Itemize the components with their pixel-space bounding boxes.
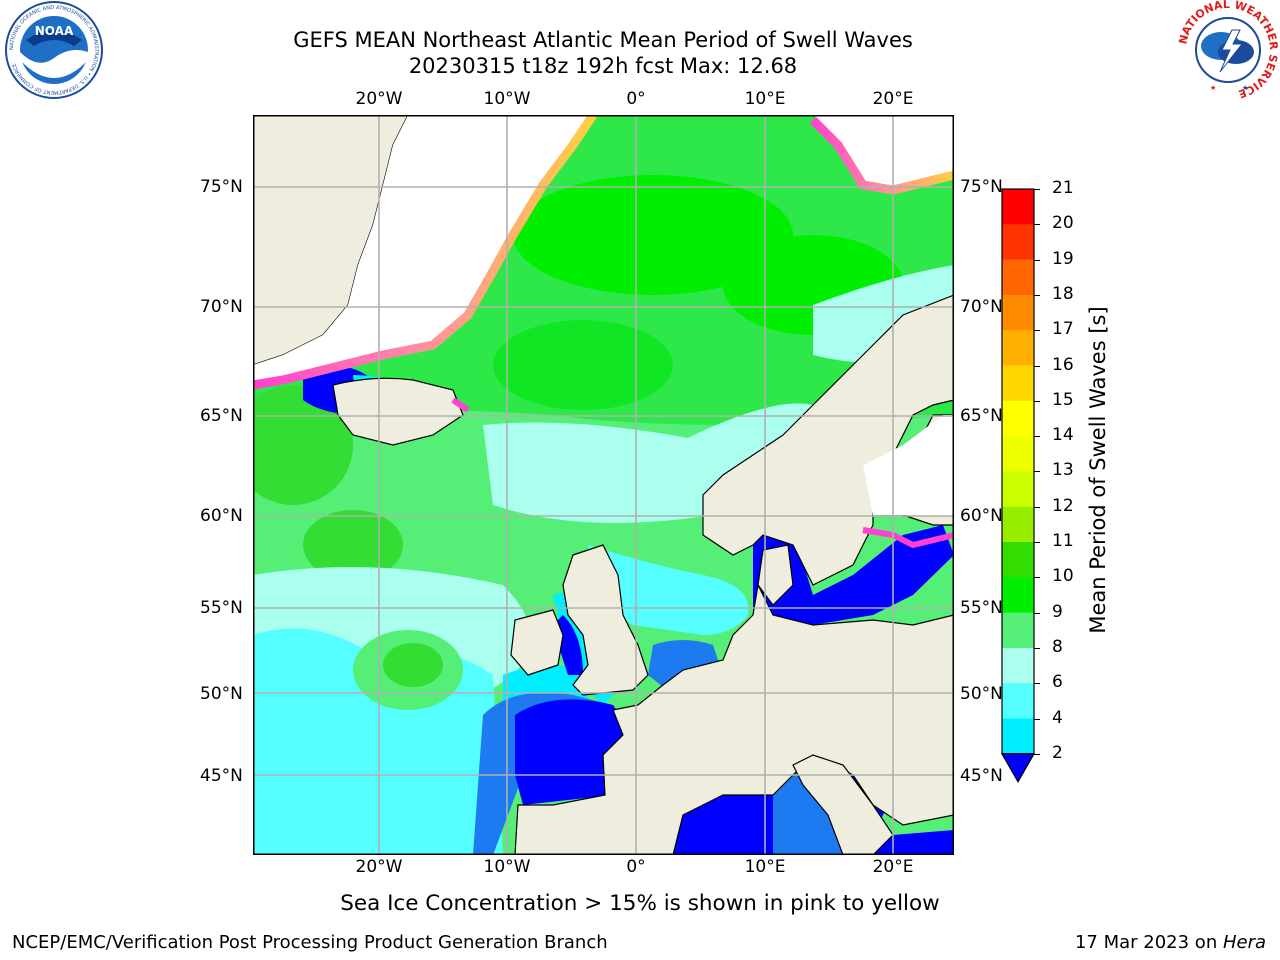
lon-label-bottom-0: 0° <box>626 857 646 877</box>
lat-label-right-55n: 55°N <box>960 598 1003 618</box>
lat-label-left-70n: 70°N <box>200 297 243 317</box>
colorbar-tick-label: 8 <box>1052 636 1063 657</box>
colorbar-swatch <box>1002 506 1034 543</box>
colorbar-tick-label: 17 <box>1052 319 1074 340</box>
svg-text:★: ★ <box>1210 84 1216 92</box>
svg-text:★: ★ <box>1242 84 1248 92</box>
graticule <box>253 115 954 855</box>
colorbar-tick-mark <box>1034 259 1040 261</box>
colorbar-tick-mark <box>1034 189 1040 190</box>
colorbar-tick-label: 2 <box>1052 742 1063 763</box>
colorbar-tick-mark <box>1034 330 1040 332</box>
colorbar-tick-mark <box>1034 436 1040 438</box>
colorbar-tick-label: 13 <box>1052 460 1074 481</box>
colorbar-tick-mark <box>1034 612 1040 614</box>
colorbar-tick-label: 12 <box>1052 495 1074 516</box>
lat-label-right-45n: 45°N <box>960 766 1003 786</box>
footer-date: 17 Mar 2023 on Hera <box>1075 932 1266 953</box>
lat-label-right-75n: 75°N <box>960 177 1003 197</box>
lat-label-right-60n: 60°N <box>960 506 1003 526</box>
colorbar-tick-mark <box>1034 471 1040 473</box>
lon-label-top-20e: 20°E <box>872 89 914 109</box>
colorbar-ticks: 21 20 19 18 17 16 15 14 13 12 11 10 9 8 6 4 2 <box>1034 0 1100 960</box>
colorbar-swatch <box>1002 365 1034 402</box>
lon-label-top-20w: 20°W <box>355 89 403 109</box>
lon-label-bottom-10w: 10°W <box>483 857 531 877</box>
lat-label-right-50n: 50°N <box>960 684 1003 704</box>
colorbar-swatch <box>1002 647 1034 684</box>
colorbar-swatch <box>1002 224 1034 261</box>
colorbar-tick-label: 10 <box>1052 566 1074 587</box>
colorbar-tick-label: 11 <box>1052 531 1074 551</box>
colorbar-tick-mark <box>1034 224 1040 226</box>
lat-label-left-50n: 50°N <box>200 684 243 704</box>
colorbar-tick-mark <box>1034 683 1040 685</box>
colorbar-swatch <box>1002 542 1034 578</box>
colorbar-tick-mark <box>1034 506 1040 508</box>
swell-period-map <box>253 115 954 855</box>
colorbar-label: Mean Period of Swell Waves [s] <box>1086 306 1110 634</box>
footer-credit: NCEP/EMC/Verification Post Processing Pr… <box>12 932 608 953</box>
nws-logo: NATIONAL WEATHER SERVICE ★ ★ <box>1176 0 1280 101</box>
colorbar-tick-label: 21 <box>1052 178 1074 198</box>
footer-host: Hera <box>1222 932 1266 953</box>
colorbar-tick-label: 4 <box>1052 707 1063 728</box>
colorbar-tick-mark <box>1034 753 1040 755</box>
colorbar-swatch <box>1002 259 1034 296</box>
colorbar-tick-label: 9 <box>1052 601 1063 622</box>
lat-label-left-75n: 75°N <box>200 177 243 197</box>
colorbar-tick-label: 6 <box>1052 672 1063 693</box>
colorbar-tick-mark <box>1034 294 1040 296</box>
colorbar-tick-label: 15 <box>1052 389 1074 410</box>
colorbar-swatch <box>1002 189 1034 225</box>
colorbar-swatch <box>1002 612 1034 649</box>
colorbar-tick-mark <box>1034 647 1040 649</box>
lon-label-top-10e: 10°E <box>744 89 786 109</box>
chart-subtitle: 20230315 t18z 192h fcst Max: 12.68 <box>408 54 798 78</box>
map-panel[interactable] <box>253 115 954 855</box>
lat-label-left-60n: 60°N <box>200 506 243 526</box>
lon-label-top-0: 0° <box>626 89 646 109</box>
lon-label-bottom-10e: 10°E <box>744 857 786 877</box>
colorbar-tick-mark <box>1034 542 1040 543</box>
colorbar-tick-label: 19 <box>1052 248 1074 269</box>
colorbar-tick-mark <box>1034 365 1040 367</box>
lat-label-left-55n: 55°N <box>200 598 243 618</box>
colorbar-tick-label: 16 <box>1052 354 1074 375</box>
colorbar-tick-label: 18 <box>1052 283 1074 304</box>
colorbar-swatch <box>1002 330 1034 366</box>
colorbar-extend-arrow <box>1000 753 1036 784</box>
lat-label-left-65n: 65°N <box>200 406 243 426</box>
lat-label-left-45n: 45°N <box>200 766 243 786</box>
noaa-logo: NATIONAL OCEANIC AND ATMOSPHERIC ADMINIS… <box>4 0 104 100</box>
colorbar-swatch <box>1002 577 1034 614</box>
colorbar-tick-mark <box>1034 400 1040 402</box>
colorbar-tick-mark <box>1034 577 1040 579</box>
lon-label-top-10w: 10°W <box>483 89 531 109</box>
colorbar-tick-label: 20 <box>1052 213 1074 234</box>
lon-label-bottom-20w: 20°W <box>355 857 403 877</box>
chart-title: GEFS MEAN Northeast Atlantic Mean Period… <box>293 28 913 52</box>
colorbar-tick-mark <box>1034 718 1040 720</box>
lat-label-right-70n: 70°N <box>960 297 1003 317</box>
colorbar-swatches <box>1000 188 1036 784</box>
colorbar-swatch <box>1002 436 1034 472</box>
lat-label-right-65n: 65°N <box>960 406 1003 426</box>
colorbar <box>1000 185 1040 785</box>
colorbar-swatch <box>1002 400 1034 437</box>
colorbar-swatch <box>1002 718 1034 755</box>
colorbar-swatch <box>1002 471 1034 508</box>
lon-label-bottom-20e: 20°E <box>872 857 914 877</box>
colorbar-swatch <box>1002 294 1034 331</box>
footer-date-text: 17 Mar 2023 on <box>1074 932 1223 953</box>
colorbar-swatch <box>1002 683 1034 719</box>
sea-ice-note: Sea Ice Concentration > 15% is shown in … <box>340 891 940 916</box>
svg-text:NOAA: NOAA <box>35 24 74 38</box>
colorbar-tick-label: 14 <box>1052 425 1074 446</box>
